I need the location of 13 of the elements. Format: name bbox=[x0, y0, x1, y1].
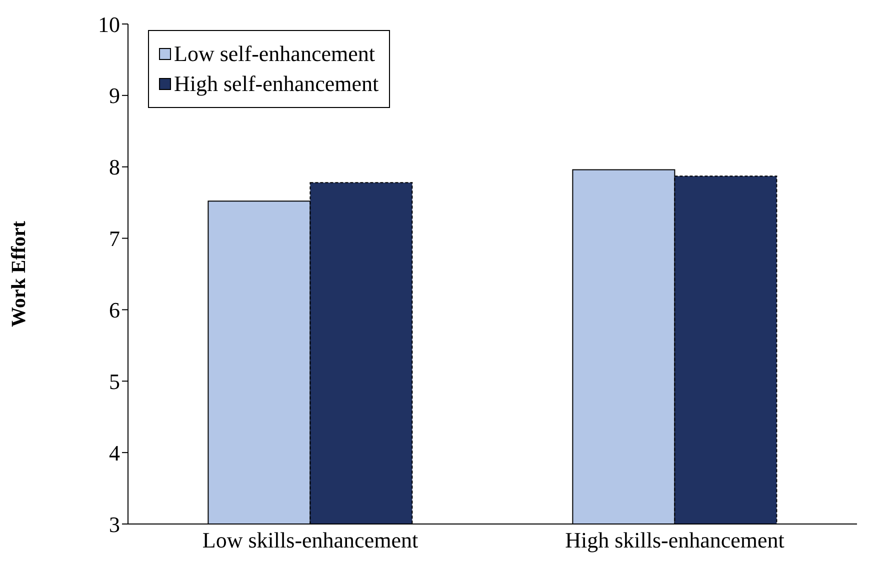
y-tick-label: 7 bbox=[109, 226, 120, 252]
y-tick-label: 10 bbox=[98, 12, 120, 37]
legend-label: High self-enhancement bbox=[174, 71, 379, 97]
y-tick-label: 5 bbox=[109, 368, 120, 394]
y-tick-label: 4 bbox=[109, 440, 120, 466]
y-tick-label: 9 bbox=[109, 83, 120, 108]
x-tick-label: Low skills-enhancement bbox=[202, 528, 418, 553]
legend-label: Low self-enhancement bbox=[174, 41, 375, 67]
y-tick-label: 3 bbox=[109, 512, 120, 537]
y-tick-label: 8 bbox=[109, 154, 120, 180]
y-axis-title: Work Effort bbox=[8, 220, 30, 328]
x-tick-label: High skills-enhancement bbox=[565, 528, 784, 553]
y-tick-label: 6 bbox=[109, 298, 120, 323]
